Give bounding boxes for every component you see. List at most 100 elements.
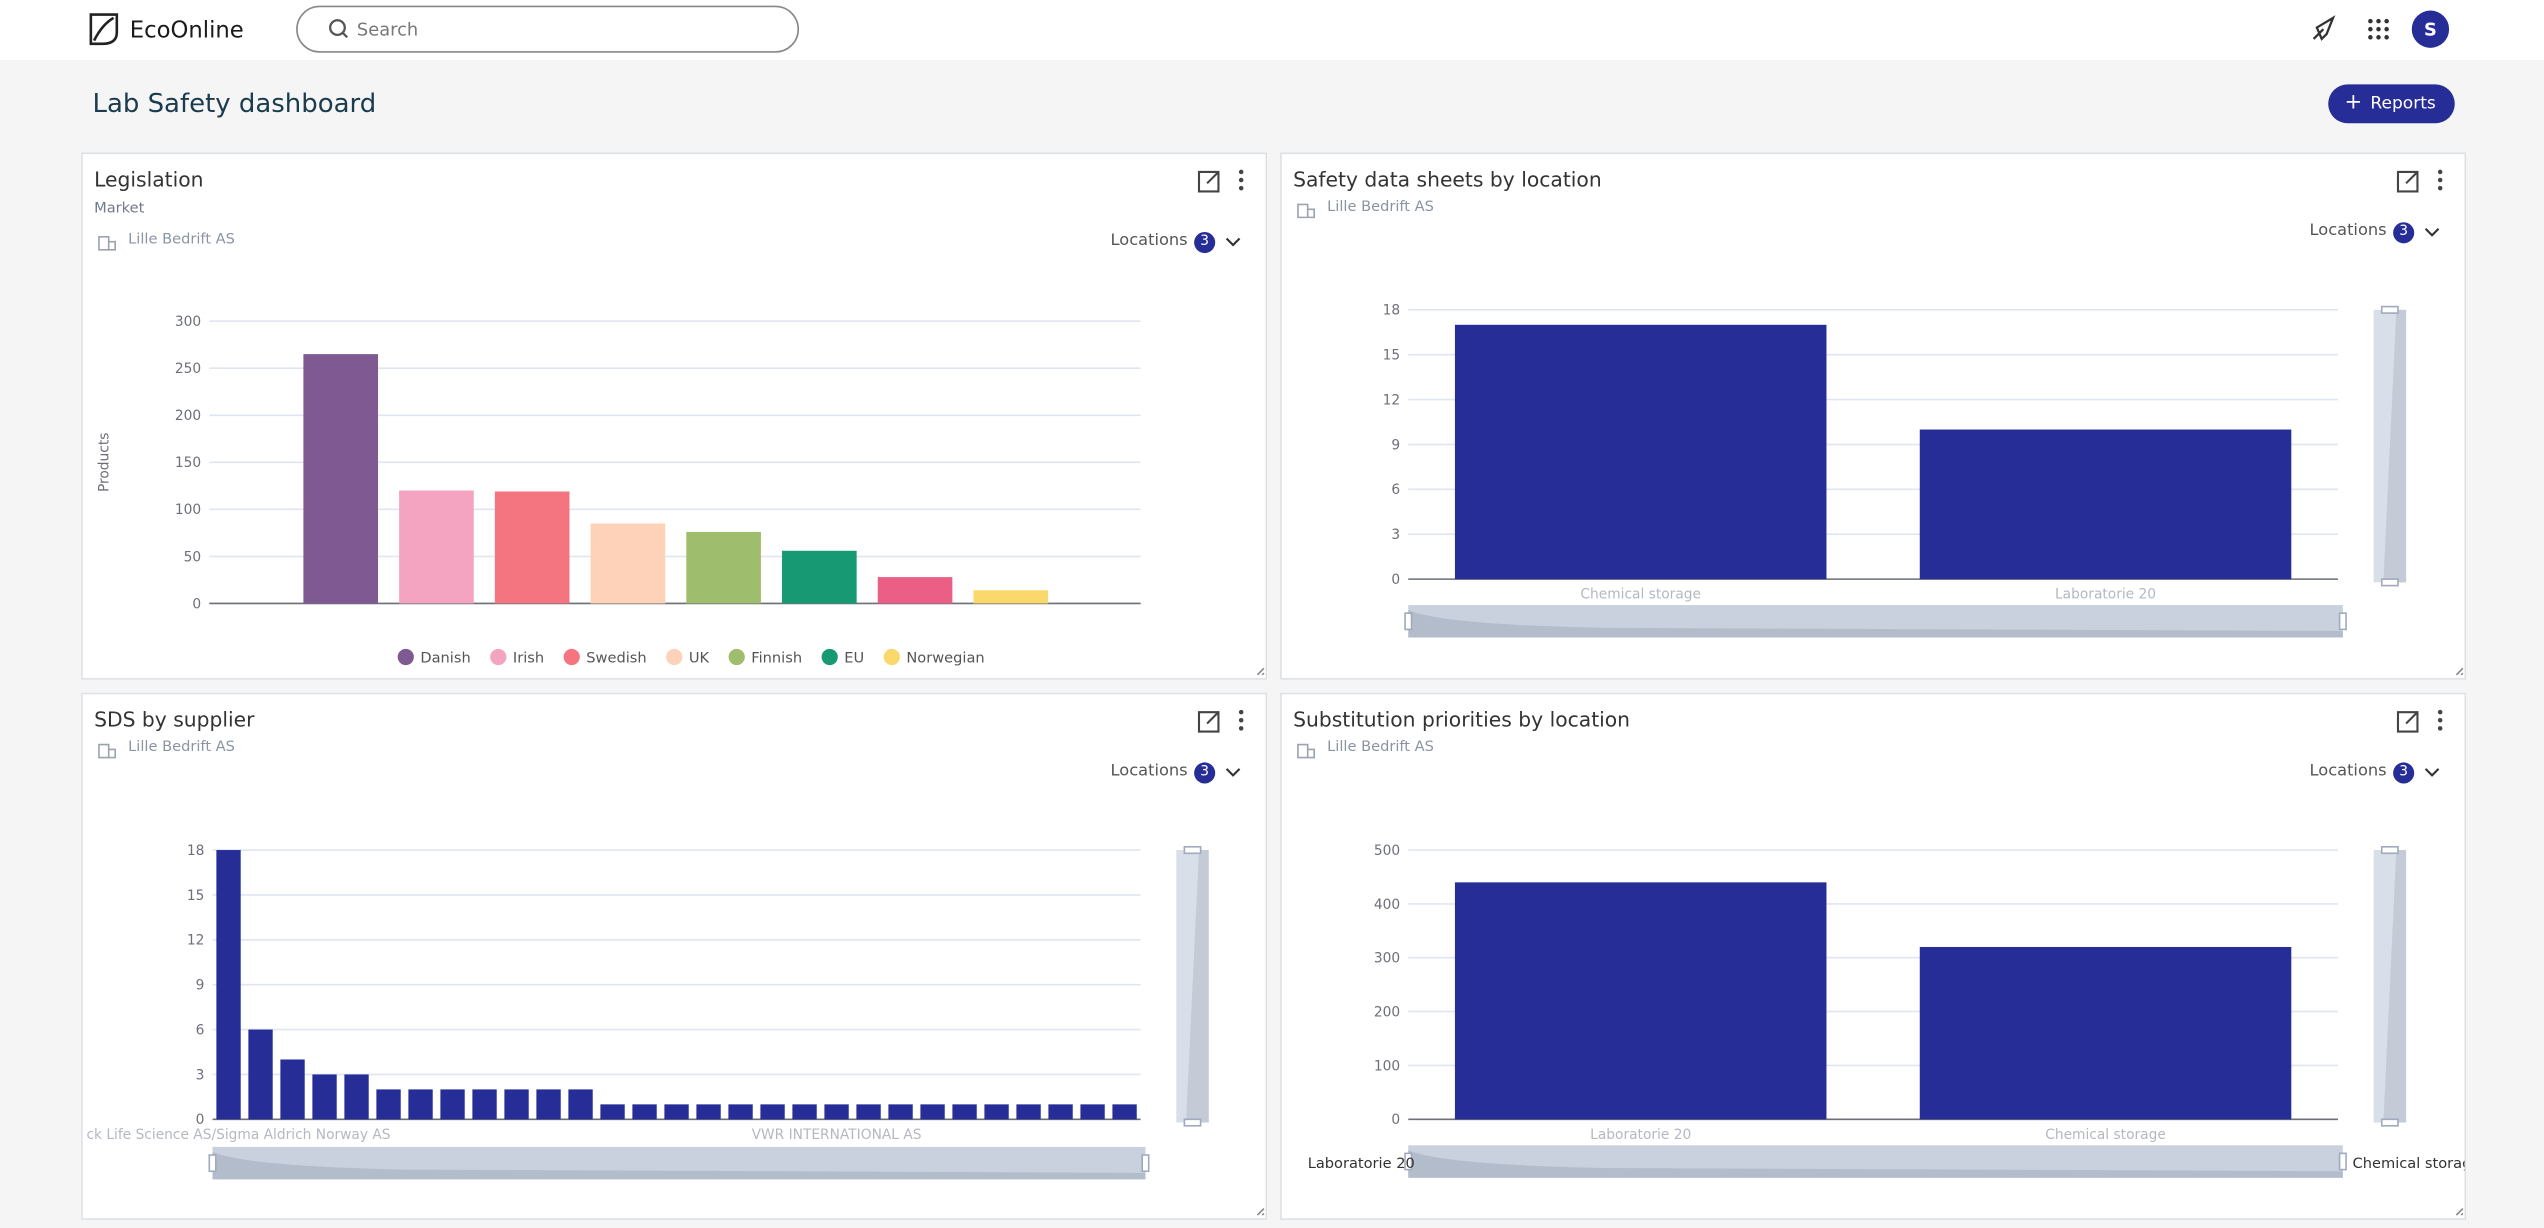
y-tick-label: 200 xyxy=(1374,1004,1400,1020)
zoom-handle xyxy=(2380,845,2399,855)
legend-label: Danish xyxy=(420,650,470,667)
x-tick-label: Chemical storage xyxy=(2045,1127,2166,1143)
bar xyxy=(686,531,761,604)
filter-count: 3 xyxy=(2393,222,2415,244)
bar xyxy=(440,1089,465,1120)
resize-handle xyxy=(1256,1207,1265,1216)
panel-actions[interactable] xyxy=(2396,711,2419,733)
open-icon xyxy=(1197,170,1220,193)
y-tick-label: 9 xyxy=(196,978,205,994)
widget-panel: 0 3 6 9 12 15 18 ck Life Science AS/Sigma Aldri… xyxy=(81,692,1268,1220)
bar xyxy=(312,1074,337,1120)
building-icon xyxy=(98,743,117,759)
y-tick-label: 0 xyxy=(196,1112,205,1128)
zoom-handle xyxy=(2338,612,2347,631)
search-box[interactable] xyxy=(296,5,800,53)
x-tick-label: Laboratorie 20 xyxy=(1590,1127,1691,1143)
bar xyxy=(973,590,1049,604)
filter-label: Locations xyxy=(2309,762,2387,781)
y-tick-label: 18 xyxy=(1383,303,1401,319)
y-tick-label: 3 xyxy=(1391,527,1400,543)
filter-count: 3 xyxy=(2393,762,2415,784)
menu-icon xyxy=(1238,185,1244,191)
bar xyxy=(728,1104,753,1120)
bar xyxy=(1112,1104,1137,1120)
widget-subtitle: Market xyxy=(94,201,145,218)
filter-count: 3 xyxy=(1194,762,1216,784)
zoom-shadow-vertical xyxy=(2383,309,2407,583)
chart: 0 50 100 150 200 250 300 Products Danish Irish Swe… xyxy=(97,169,1265,676)
y-tick-label: 15 xyxy=(187,888,205,904)
chevron-icon xyxy=(2424,227,2440,237)
bar xyxy=(568,1089,593,1120)
menu-icon xyxy=(2437,726,2443,731)
top-bar: EcoOnline Search S xyxy=(0,0,2544,61)
x-tick-label: VWR INTERNATIONAL AS xyxy=(752,1127,922,1143)
widget-title: SDS by supplier xyxy=(94,707,255,732)
y-tick-label: 100 xyxy=(1374,1058,1400,1074)
bar xyxy=(664,1104,689,1120)
menu-icon xyxy=(1238,169,1244,175)
menu-icon xyxy=(1238,726,1244,731)
legend-label: Irish xyxy=(513,650,544,667)
bar xyxy=(856,1104,881,1120)
apps-icon[interactable] xyxy=(2368,18,2389,40)
bar xyxy=(590,523,666,604)
resize-handle xyxy=(2455,667,2464,676)
y-tick-label: 150 xyxy=(175,455,201,471)
y-tick-label: 6 xyxy=(196,1022,205,1038)
panel-actions[interactable] xyxy=(2396,170,2419,193)
organization: Lille Bedrift AS xyxy=(1327,199,1434,216)
zoom-handle xyxy=(1404,1152,1413,1171)
zoom-end-label: Chemical storage xyxy=(2353,1155,2467,1172)
legend-label: UK xyxy=(689,650,710,667)
widget-title: Safety data sheets by location xyxy=(1293,167,1602,192)
y-tick-label: 15 xyxy=(1383,348,1401,364)
bar xyxy=(1454,324,1827,580)
bar xyxy=(472,1089,497,1120)
legend-swatch xyxy=(883,648,900,666)
y-tick-label: 6 xyxy=(1391,482,1400,498)
bar xyxy=(344,1074,369,1120)
x-tick-label: Laboratorie 20 xyxy=(2055,587,2156,603)
zoom-shadow xyxy=(1408,609,2343,638)
legend-swatch xyxy=(397,648,414,666)
bar xyxy=(504,1089,529,1120)
y-axis-label: Products xyxy=(97,433,113,492)
button-label: Reports xyxy=(2370,94,2436,114)
x-tick-label: ck Life Science AS/Sigma Aldrich Norway … xyxy=(86,1127,390,1143)
chart: 0 3 6 9 12 15 18 ck Life Science AS/Sigma Aldri… xyxy=(86,709,1265,1216)
bar xyxy=(1454,882,1827,1120)
chevron-icon xyxy=(2424,768,2440,777)
legend-swatch xyxy=(728,648,745,666)
reports-button[interactable]: + Reports xyxy=(2328,84,2455,124)
zoom-shadow-vertical xyxy=(2383,850,2407,1123)
y-tick-label: 0 xyxy=(1391,1112,1400,1128)
widget-title: Substitution priorities by location xyxy=(1293,707,1631,732)
bar xyxy=(1919,429,2292,580)
bar xyxy=(248,1029,273,1120)
y-tick-label: 9 xyxy=(1391,437,1400,453)
menu-icon xyxy=(2437,169,2443,175)
chevron-icon xyxy=(1225,768,1241,777)
resize-handle xyxy=(1256,667,1265,676)
bar xyxy=(888,1104,913,1120)
avatar[interactable] xyxy=(2411,10,2450,48)
widget-panel: 0 3 6 9 12 15 18 Chemical storage Laboratorie 20… xyxy=(1280,152,2467,680)
panel-actions[interactable] xyxy=(1197,170,1220,193)
bar xyxy=(984,1104,1009,1120)
legend-label: Swedish xyxy=(586,650,646,667)
bar xyxy=(216,850,241,1120)
widget-panel: 0 50 100 150 200 250 300 Products Danish Irish Swe… xyxy=(81,152,1268,680)
y-tick-label: 500 xyxy=(1374,843,1400,859)
rocket-icon[interactable] xyxy=(2312,15,2336,41)
building-icon xyxy=(1297,203,1315,219)
filter-label: Locations xyxy=(1110,762,1188,781)
bar xyxy=(376,1089,401,1120)
panel-actions[interactable] xyxy=(1197,711,1220,733)
organization: Lille Bedrift AS xyxy=(1327,739,1434,756)
zoom-handle xyxy=(1183,845,1202,855)
zoom-shadow xyxy=(212,1151,1146,1180)
bar xyxy=(1016,1104,1041,1120)
